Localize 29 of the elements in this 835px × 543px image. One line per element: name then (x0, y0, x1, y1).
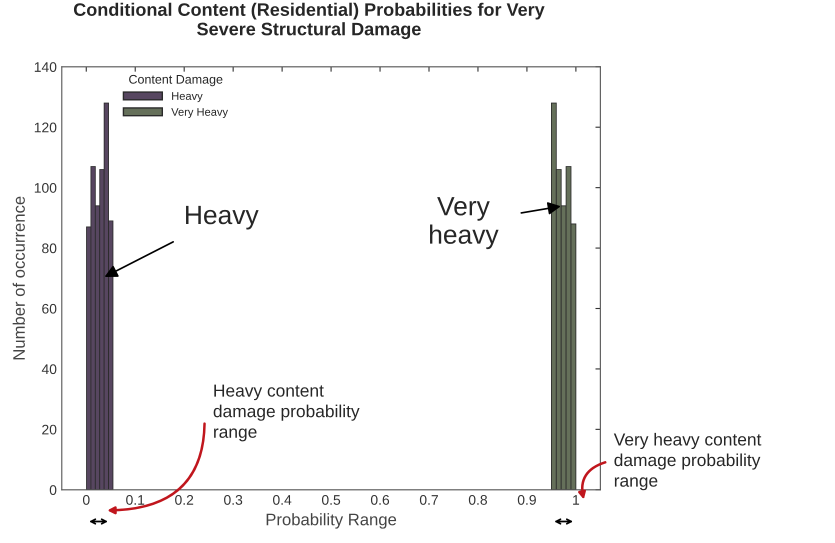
x-tick-label: 0 (82, 495, 90, 505)
x-tick-label: 0.7 (420, 495, 438, 505)
x-tick-label: 0.4 (273, 495, 292, 505)
x-tick-label: 0.1 (126, 495, 144, 505)
y-tick-label: 140 (34, 62, 56, 72)
y-tick-label: 40 (42, 364, 56, 374)
legend-label: Very Heavy (171, 108, 228, 118)
y-tick-label: 100 (34, 182, 56, 193)
y-tick-label: 120 (34, 122, 56, 132)
y-tick-label: 60 (42, 304, 56, 314)
x-tick-label: 0.3 (224, 495, 242, 505)
x-tick-label: 1 (573, 495, 580, 505)
y-tick-label: 80 (42, 243, 56, 254)
annotation: Very heavy (430, 197, 499, 250)
y-axis-title: Number of occurrence (12, 196, 25, 360)
x-tick-label: 0.2 (175, 495, 194, 505)
chart-title: Conditional Content (Residential) Probabilities for Very Severe Structural Damage (74, 2, 545, 40)
x-tick-label: 0.8 (468, 495, 488, 505)
y-tick-label: 0 (50, 485, 56, 495)
x-axis-title: Probability Range (266, 513, 396, 529)
x-tick-label: 0.6 (370, 495, 390, 505)
annotation: Heavy content damage probability range (214, 384, 360, 442)
x-tick-label: 0.5 (322, 495, 340, 505)
legend-title: Content Damage (129, 74, 222, 86)
y-tick-label: 20 (42, 424, 56, 435)
legend-label: Heavy (172, 92, 203, 102)
text: Very heavy content damage probability range (614, 432, 762, 490)
annotation: Heavy (186, 206, 259, 230)
x-tick-label: 0.9 (518, 495, 536, 505)
